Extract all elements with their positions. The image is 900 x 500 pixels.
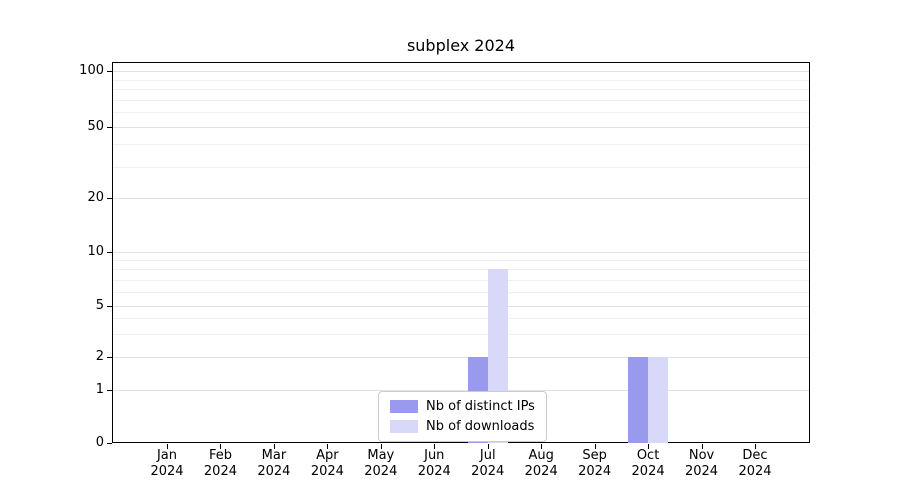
x-tick-label: Sep 2024 [560,448,630,480]
x-tick-month: Aug [528,448,554,463]
x-tick-mark [487,444,489,449]
x-tick-mark [380,444,382,449]
x-tick-year: 2024 [578,464,612,479]
x-tick-label: Apr 2024 [292,448,362,480]
chart-title: subplex 2024 [406,36,516,55]
x-tick-label: Dec 2024 [720,448,790,480]
x-tick-year: 2024 [257,464,291,479]
x-tick-month: Mar [261,448,287,463]
gridline-minor [113,144,809,146]
x-tick-label: Aug 2024 [506,448,576,480]
x-tick-month: Dec [742,448,768,463]
legend-item: Nb of distinct IPs [390,399,535,414]
x-tick-mark [167,444,168,449]
gridline-major [113,357,809,358]
legend-swatch-downloads [390,420,418,433]
x-tick-label: Jan 2024 [132,448,202,480]
gridline-minor [113,89,809,91]
x-tick-month: Apr [316,448,339,463]
x-tick-label: Jun 2024 [399,448,469,480]
y-tick-label: 100 [79,63,104,78]
plot-area [112,62,810,443]
x-tick-mark [594,444,596,449]
x-tick-month: May [367,448,395,463]
x-tick-label: Nov 2024 [667,448,737,480]
x-tick-year: 2024 [150,464,184,479]
gridline-major [113,252,809,253]
x-tick-mark [327,444,329,449]
x-tick-month: Jan [156,448,178,463]
legend-swatch-distinct-ips [390,400,418,413]
y-tick-label: 0 [95,435,104,450]
x-tick-label: May 2024 [346,448,416,480]
gridline-major [113,306,809,307]
x-tick-mark [273,444,275,449]
y-tick-label: 1 [95,382,104,397]
x-tick-year: 2024 [364,464,398,479]
x-tick-year: 2024 [471,464,505,479]
x-tick-year: 2024 [417,464,451,479]
legend-label: Nb of distinct IPs [426,399,535,414]
x-tick-month: Nov [688,448,715,463]
x-tick-label: Oct 2024 [613,448,683,480]
x-tick-month: Feb [208,448,232,463]
legend-label: Nb of downloads [426,419,535,434]
x-tick-year: 2024 [310,464,344,479]
y-tick-label: 50 [87,119,104,134]
x-tick-mark [434,444,436,449]
gridline-minor [113,99,809,101]
gridline-minor [113,112,809,114]
legend: Nb of distinct IPs Nb of downloads [378,391,547,442]
gridline-minor [113,291,809,293]
x-tick-mark [541,444,543,449]
gridline-minor [113,260,809,262]
y-tick-label: 2 [95,349,104,364]
x-tick-label: Mar 2024 [239,448,309,480]
gridline-minor [113,166,809,168]
bar-distinct-ips-oct [628,357,649,443]
x-tick-year: 2024 [684,464,719,479]
x-tick-mark [755,444,756,449]
x-tick-month: Sep [582,448,607,463]
gridline-minor [113,279,809,281]
x-tick-year: 2024 [524,464,558,479]
legend-item: Nb of downloads [390,419,535,434]
y-tick-mark [107,443,112,444]
x-tick-year: 2024 [738,464,772,479]
y-tick-label: 20 [87,190,104,205]
gridline-major [113,71,809,72]
x-tick-month: Oct [636,448,660,463]
x-tick-label: Feb 2024 [185,448,255,480]
x-tick-mark [220,444,222,449]
gridline-major [113,198,809,199]
bar-downloads-oct [648,357,669,443]
gridline-major [113,127,809,128]
gridline-major [113,390,809,391]
x-tick-year: 2024 [203,464,237,479]
x-tick-mark [701,444,703,449]
y-tick-label: 10 [87,244,104,259]
x-tick-year: 2024 [631,464,665,479]
gridline-minor [113,269,809,271]
x-tick-month: Jun [424,448,445,463]
gridline-minor [113,79,809,81]
y-tick-label: 5 [95,298,104,313]
x-tick-month: Jul [479,448,496,463]
x-tick-label: Jul 2024 [453,448,523,480]
x-tick-mark [648,444,650,449]
gridline-minor [113,334,809,336]
gridline-minor [113,318,809,320]
